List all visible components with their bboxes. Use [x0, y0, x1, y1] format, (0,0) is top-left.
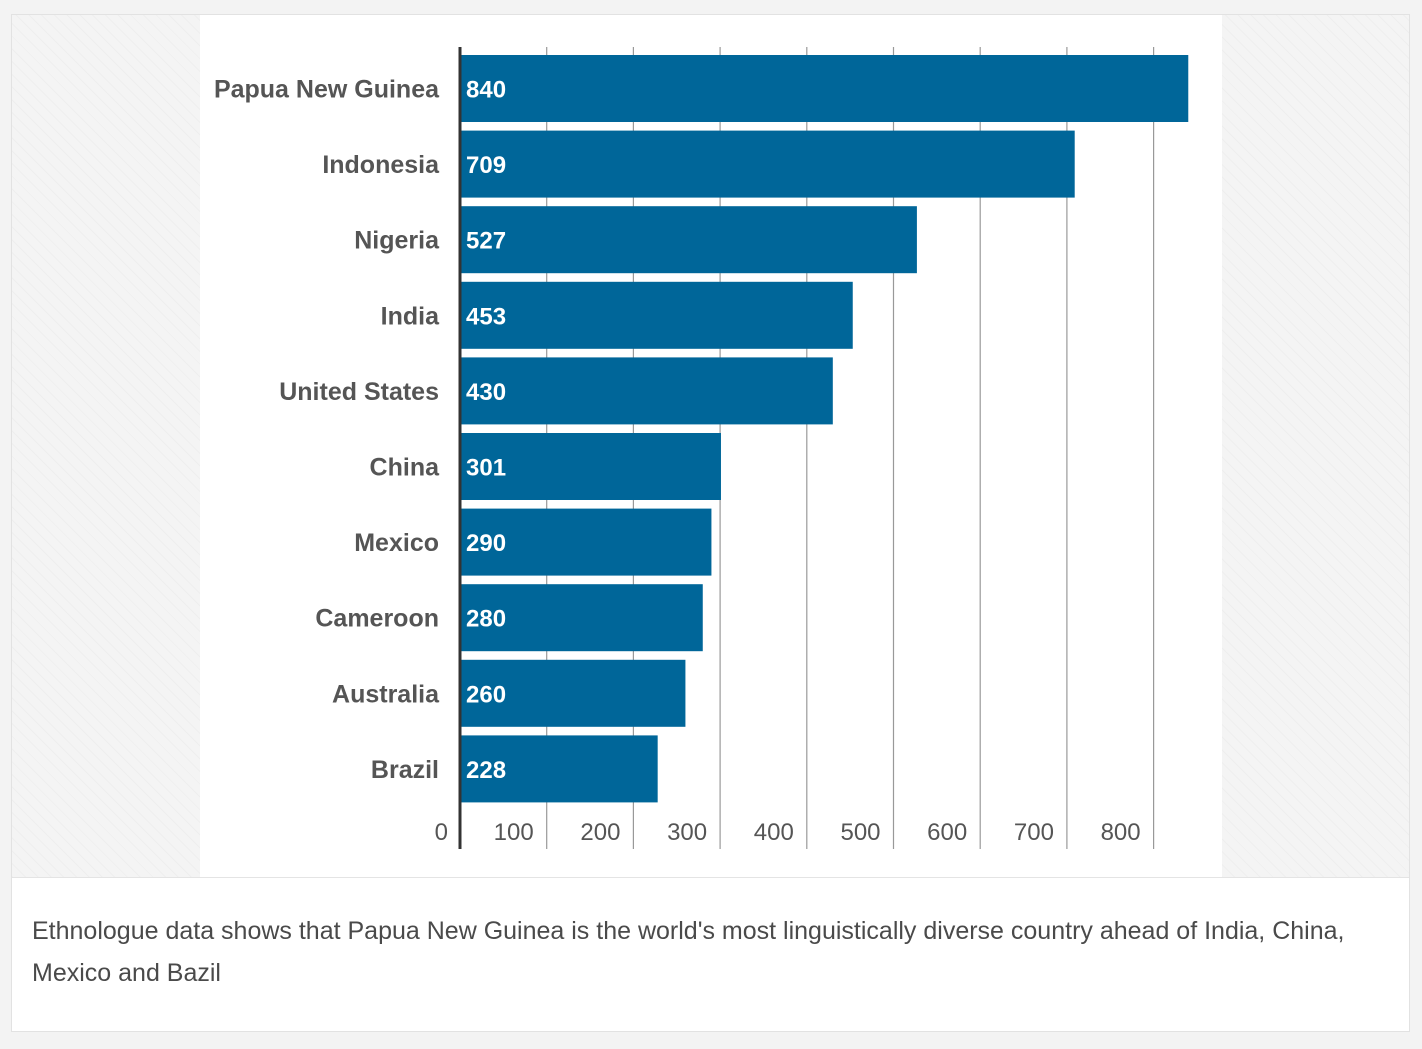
category-label: Indonesia [322, 151, 440, 179]
x-tick-label: 200 [580, 819, 620, 846]
figure-area: 840 709 527 453 430 301 290 280 260 228 Papua New… [12, 15, 1409, 878]
bar [460, 735, 658, 803]
x-axis-ticks: 0 100 200 300 400 500 600 700 800 [435, 819, 1141, 846]
data-label: 430 [466, 379, 506, 406]
bar-chart: 840 709 527 453 430 301 290 280 260 228 Papua New… [214, 47, 1189, 849]
x-tick-label: 700 [1014, 819, 1054, 846]
data-label: 453 [466, 303, 506, 330]
data-label: 280 [466, 606, 506, 633]
data-label: 290 [466, 530, 506, 557]
x-tick-label: 300 [667, 819, 707, 846]
category-labels: Papua New Guinea Indonesia Nigeria India Uni… [214, 76, 440, 784]
figure-frame: 840 709 527 453 430 301 290 280 260 228 Papua New… [11, 14, 1410, 1032]
x-tick-label: 600 [927, 819, 967, 846]
bar [460, 130, 1075, 198]
figure-caption: Ethnologue data shows that Papua New Gui… [32, 917, 1345, 987]
bars: 840 709 527 453 430 301 290 280 260 228 [460, 55, 1189, 803]
data-label: 840 [466, 77, 506, 104]
data-label: 527 [466, 228, 506, 255]
bar [460, 206, 917, 274]
bar [460, 584, 703, 652]
bar [460, 508, 712, 576]
bar [460, 433, 721, 500]
category-label: India [381, 302, 440, 330]
category-label: China [370, 454, 441, 482]
category-label: Mexico [354, 529, 439, 557]
category-label: Cameroon [315, 605, 439, 633]
category-label: United States [279, 378, 439, 406]
x-tick-label: 100 [494, 819, 534, 846]
category-label: Brazil [371, 756, 439, 784]
category-label: Nigeria [354, 227, 440, 255]
data-label: 301 [466, 455, 506, 482]
x-tick-label: 800 [1101, 819, 1141, 846]
bar [460, 281, 853, 349]
data-label: 228 [466, 757, 506, 784]
bar [460, 55, 1189, 122]
bar [460, 659, 686, 727]
data-label: 709 [466, 152, 506, 179]
chart-panel: 840 709 527 453 430 301 290 280 260 228 Papua New… [200, 15, 1222, 877]
x-tick-label: 400 [754, 819, 794, 846]
bar [460, 357, 833, 425]
category-label: Papua New Guinea [214, 76, 440, 104]
category-label: Australia [332, 680, 440, 708]
data-label: 260 [466, 681, 506, 708]
x-tick-label: 500 [840, 819, 880, 846]
x-tick-label: 0 [435, 819, 448, 846]
